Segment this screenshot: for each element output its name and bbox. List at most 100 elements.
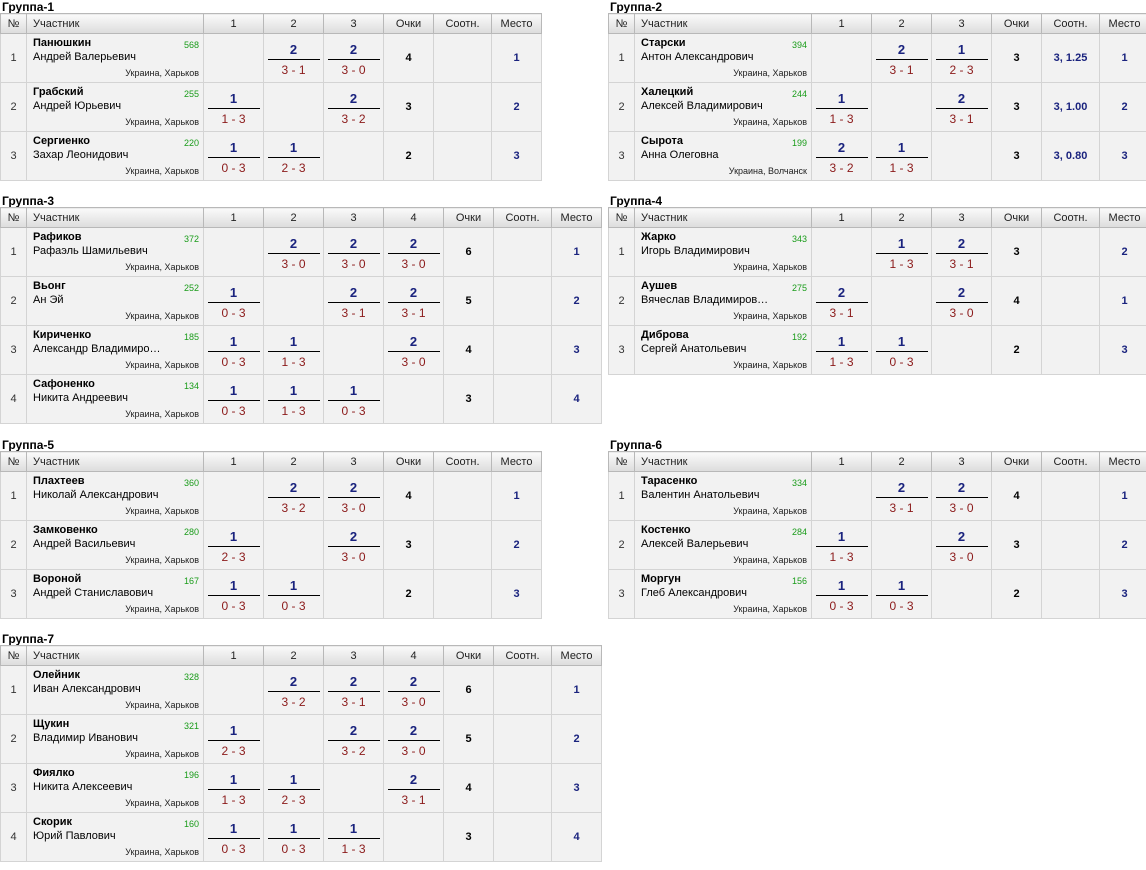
match-score[interactable]: 3 - 1 (949, 111, 974, 126)
col-header-place[interactable]: Место (551, 207, 602, 228)
col-header-opponent[interactable]: 4 (383, 207, 444, 228)
match-score[interactable]: 2 - 3 (281, 160, 306, 175)
participant-surname[interactable]: Аушев (641, 280, 678, 292)
match-score[interactable]: 3 - 0 (341, 62, 366, 77)
participant-cell[interactable]: Замковенко 280 Андрей Васильевич Украина, Х… (26, 520, 204, 570)
participant-surname[interactable]: Диброва (641, 329, 689, 341)
participant-surname[interactable]: Тарасенко (641, 475, 698, 487)
col-header-opponent[interactable]: 1 (203, 645, 264, 666)
match-result-cell[interactable]: 2 3 - 0 (383, 714, 444, 764)
col-header-points[interactable]: Очки (443, 207, 494, 228)
match-result-cell[interactable]: 2 3 - 2 (263, 471, 324, 521)
match-score[interactable]: 3 - 0 (949, 305, 974, 320)
col-header-participant[interactable]: Участник (26, 13, 204, 34)
col-header-participant[interactable]: Участник (26, 451, 204, 472)
participant-surname[interactable]: Вьонг (33, 280, 66, 292)
match-score[interactable]: 1 - 3 (829, 354, 854, 369)
match-result-cell[interactable]: 1 0 - 3 (203, 569, 264, 619)
participant-cell[interactable]: Сергиенко 220 Захар Леонидович Украина, Хар… (26, 131, 204, 181)
match-result-cell[interactable]: 1 0 - 3 (811, 569, 872, 619)
col-header-ratio[interactable]: Соотн. (493, 207, 552, 228)
match-result-cell[interactable]: 2 3 - 1 (323, 276, 384, 326)
match-result-cell[interactable]: 1 0 - 3 (263, 812, 324, 862)
match-result-cell[interactable]: 1 1 - 3 (871, 131, 932, 181)
match-result-cell[interactable]: 1 0 - 3 (203, 325, 264, 375)
match-score[interactable]: 2 - 3 (281, 792, 306, 807)
col-header-place[interactable]: Место (491, 13, 542, 34)
participant-surname[interactable]: Кириченко (33, 329, 92, 341)
participant-surname[interactable]: Костенко (641, 524, 691, 536)
col-header-opponent[interactable]: 3 (323, 207, 384, 228)
match-result-cell[interactable]: 1 1 - 3 (203, 763, 264, 813)
match-score[interactable]: 0 - 3 (829, 598, 854, 613)
match-result-cell[interactable]: 1 2 - 3 (203, 520, 264, 570)
participant-surname[interactable]: Жарко (641, 231, 676, 243)
match-result-cell[interactable]: 1 0 - 3 (203, 276, 264, 326)
match-score[interactable]: 0 - 3 (281, 841, 306, 856)
match-score[interactable]: 1 - 3 (829, 549, 854, 564)
col-header-opponent[interactable]: 2 (263, 13, 324, 34)
match-result-cell[interactable]: 1 0 - 3 (263, 569, 324, 619)
participant-cell[interactable]: Скорик 160 Юрий Павлович Украина, Харьков (26, 812, 204, 862)
col-header-points[interactable]: Очки (991, 13, 1042, 34)
match-score[interactable]: 0 - 3 (889, 354, 914, 369)
col-header-ratio[interactable]: Соотн. (433, 451, 492, 472)
participant-surname[interactable]: Моргун (641, 573, 681, 585)
col-header-opponent[interactable]: 4 (383, 645, 444, 666)
col-header-number[interactable]: № (608, 207, 635, 228)
col-header-opponent[interactable]: 2 (871, 451, 932, 472)
match-score[interactable]: 1 - 3 (221, 792, 246, 807)
participant-cell[interactable]: Сырота 199 Анна Олеговна Украина, Волчанск (634, 131, 812, 181)
match-score[interactable]: 3 - 1 (889, 62, 914, 77)
participant-surname[interactable]: Плахтеев (33, 475, 85, 487)
col-header-opponent[interactable]: 1 (811, 13, 872, 34)
match-score[interactable]: 0 - 3 (341, 403, 366, 418)
col-header-number[interactable]: № (0, 645, 27, 666)
col-header-place[interactable]: Место (551, 645, 602, 666)
match-score[interactable]: 0 - 3 (221, 354, 246, 369)
match-score[interactable]: 3 - 1 (341, 305, 366, 320)
participant-cell[interactable]: Жарко 343 Игорь Владимирович Украина, Харьк… (634, 227, 812, 277)
match-result-cell[interactable]: 2 3 - 0 (383, 325, 444, 375)
participant-cell[interactable]: Сафоненко 134 Никита Андреевич Украина, Хар… (26, 374, 204, 424)
match-result-cell[interactable]: 1 1 - 3 (811, 520, 872, 570)
participant-surname[interactable]: Сергиенко (33, 135, 90, 147)
participant-cell[interactable]: Щукин 321 Владимир Иванович Украина, Харько… (26, 714, 204, 764)
participant-cell[interactable]: Фиялко 196 Никита Алексеевич Украина, Харьк… (26, 763, 204, 813)
participant-surname[interactable]: Щукин (33, 718, 70, 730)
participant-surname[interactable]: Сырота (641, 135, 684, 147)
match-result-cell[interactable]: 1 2 - 3 (203, 714, 264, 764)
match-result-cell[interactable]: 2 3 - 2 (263, 665, 324, 715)
match-score[interactable]: 0 - 3 (221, 160, 246, 175)
col-header-number[interactable]: № (0, 13, 27, 34)
col-header-ratio[interactable]: Соотн. (1041, 207, 1100, 228)
match-result-cell[interactable]: 1 0 - 3 (871, 325, 932, 375)
col-header-number[interactable]: № (0, 207, 27, 228)
match-score[interactable]: 3 - 1 (829, 305, 854, 320)
participant-surname[interactable]: Халецкий (641, 86, 694, 98)
col-header-ratio[interactable]: Соотн. (493, 645, 552, 666)
match-result-cell[interactable]: 2 3 - 2 (811, 131, 872, 181)
col-header-place[interactable]: Место (1099, 13, 1146, 34)
col-header-opponent[interactable]: 1 (811, 451, 872, 472)
match-score[interactable]: 1 - 3 (829, 111, 854, 126)
match-score[interactable]: 3 - 1 (341, 694, 366, 709)
col-header-opponent[interactable]: 3 (323, 451, 384, 472)
match-result-cell[interactable]: 1 2 - 3 (263, 763, 324, 813)
participant-surname[interactable]: Замковенко (33, 524, 98, 536)
participant-cell[interactable]: Костенко 284 Алексей Валерьевич Украина, Ха… (634, 520, 812, 570)
match-score[interactable]: 3 - 0 (401, 694, 426, 709)
match-result-cell[interactable]: 1 0 - 3 (323, 374, 384, 424)
match-result-cell[interactable]: 2 3 - 1 (811, 276, 872, 326)
match-score[interactable]: 3 - 1 (401, 792, 426, 807)
participant-surname[interactable]: Вороной (33, 573, 82, 585)
match-result-cell[interactable]: 2 3 - 0 (383, 227, 444, 277)
participant-cell[interactable]: Старски 394 Антон Александрович Украина, Ха… (634, 33, 812, 83)
col-header-place[interactable]: Место (491, 451, 542, 472)
col-header-participant[interactable]: Участник (26, 207, 204, 228)
match-result-cell[interactable]: 1 0 - 3 (203, 131, 264, 181)
match-score[interactable]: 3 - 2 (341, 743, 366, 758)
match-score[interactable]: 1 - 3 (281, 354, 306, 369)
col-header-opponent[interactable]: 2 (263, 645, 324, 666)
participant-surname[interactable]: Олейник (33, 669, 81, 681)
